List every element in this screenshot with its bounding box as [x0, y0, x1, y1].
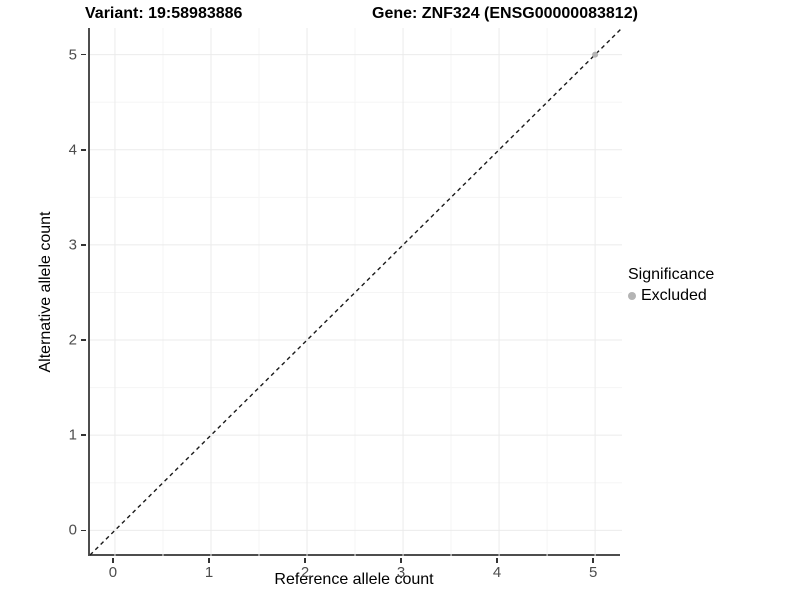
- x-tick-mark: [112, 558, 114, 563]
- x-tick-label: 1: [204, 564, 214, 581]
- x-tick-mark: [592, 558, 594, 563]
- variant-title: Variant: 19:58983886: [85, 5, 243, 22]
- y-tick-mark: [81, 339, 86, 341]
- legend-key-dot: [628, 292, 636, 300]
- y-tick-mark: [81, 434, 86, 436]
- identity-line: [89, 27, 623, 556]
- x-tick-mark: [208, 558, 210, 563]
- x-tick-label: 2: [300, 564, 310, 581]
- y-tick-mark: [81, 529, 86, 532]
- legend-entries: Excluded: [628, 287, 714, 305]
- y-tick-mark: [81, 53, 86, 56]
- x-tick-label: 3: [396, 564, 406, 581]
- y-tick-label: 4: [68, 141, 77, 159]
- gene-title: Gene: ZNF324 (ENSG00000083812): [372, 5, 638, 22]
- x-tick-mark: [304, 558, 306, 563]
- legend-entry: Excluded: [628, 287, 714, 305]
- x-tick-mark: [496, 558, 498, 563]
- y-tick-mark: [81, 149, 86, 151]
- y-axis-title: Alternative allele count: [37, 211, 54, 373]
- plot-panel: [88, 27, 623, 556]
- legend: Significance Excluded: [628, 266, 714, 305]
- grid-svg: [89, 27, 623, 556]
- y-tick-mark: [81, 244, 86, 246]
- y-tick-label: 5: [68, 46, 77, 64]
- x-tick-label: 0: [108, 564, 118, 581]
- x-tick-label: 5: [588, 564, 598, 581]
- x-axis-title: Reference allele count: [274, 571, 434, 588]
- y-tick-label: 1: [68, 426, 77, 444]
- y-tick-label: 0: [68, 521, 77, 539]
- legend-label: Excluded: [641, 287, 707, 304]
- data-point-excluded: [592, 51, 599, 58]
- legend-title: Significance: [628, 266, 715, 283]
- x-tick-label: 4: [492, 564, 502, 581]
- y-tick-label: 3: [68, 236, 77, 254]
- x-tick-mark: [400, 558, 402, 563]
- y-tick-label: 2: [68, 331, 77, 349]
